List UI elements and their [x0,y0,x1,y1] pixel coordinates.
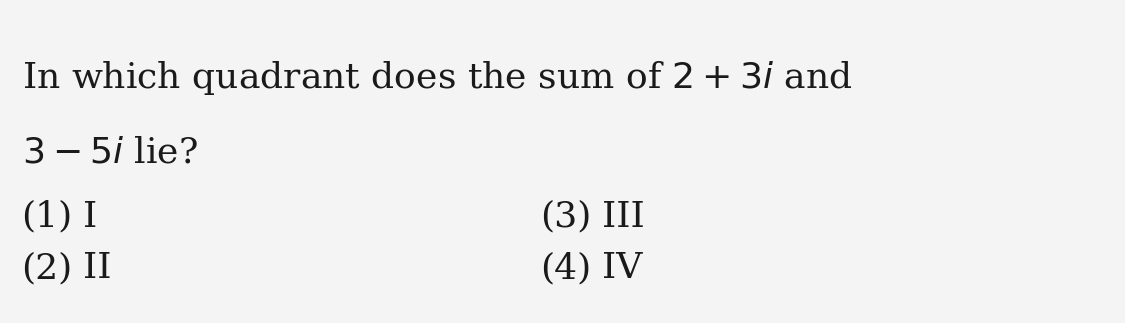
Text: III: III [602,200,645,234]
Text: IV: IV [602,251,642,285]
Text: $3 - 5i$ lie?: $3 - 5i$ lie? [21,136,198,170]
Text: II: II [83,251,111,285]
Text: I: I [83,200,98,234]
Text: (3): (3) [540,200,592,234]
Text: (4): (4) [540,251,592,285]
Text: In which quadrant does the sum of $2 + 3i$ and: In which quadrant does the sum of $2 + 3… [21,59,852,97]
Text: (2): (2) [21,251,73,285]
Text: (1): (1) [21,200,73,234]
